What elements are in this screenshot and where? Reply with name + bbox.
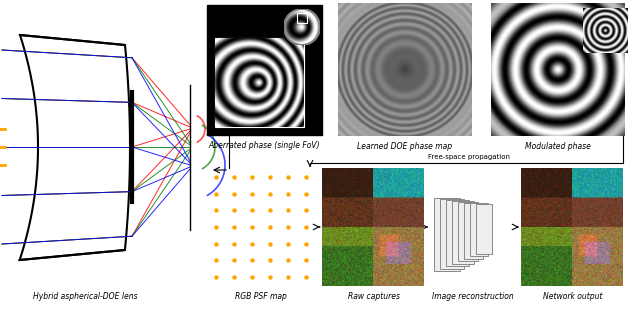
Text: RGB PSF map: RGB PSF map (235, 292, 287, 301)
Bar (458, 202, 479, 261)
Bar (446, 200, 469, 266)
Bar (440, 198, 465, 269)
Text: Free-space propagation: Free-space propagation (428, 154, 510, 160)
Bar (464, 203, 483, 259)
Bar (476, 204, 492, 254)
Text: Modulated phase: Modulated phase (525, 142, 591, 151)
Text: Image reconstruction: Image reconstruction (431, 292, 513, 301)
Bar (435, 198, 460, 271)
Polygon shape (20, 35, 130, 260)
Text: Hybrid aspherical-DOE lens: Hybrid aspherical-DOE lens (33, 292, 138, 301)
Text: Network output: Network output (543, 292, 602, 301)
Text: Raw captures: Raw captures (348, 292, 399, 301)
Bar (215, 38, 304, 127)
Bar (470, 203, 488, 256)
Text: Aberrated phase (single FoV): Aberrated phase (single FoV) (209, 141, 320, 150)
Bar (296, 14, 307, 23)
Bar (452, 201, 474, 264)
Bar (207, 5, 322, 135)
Text: Learned DOE phase map: Learned DOE phase map (357, 142, 452, 151)
Bar (583, 8, 628, 53)
